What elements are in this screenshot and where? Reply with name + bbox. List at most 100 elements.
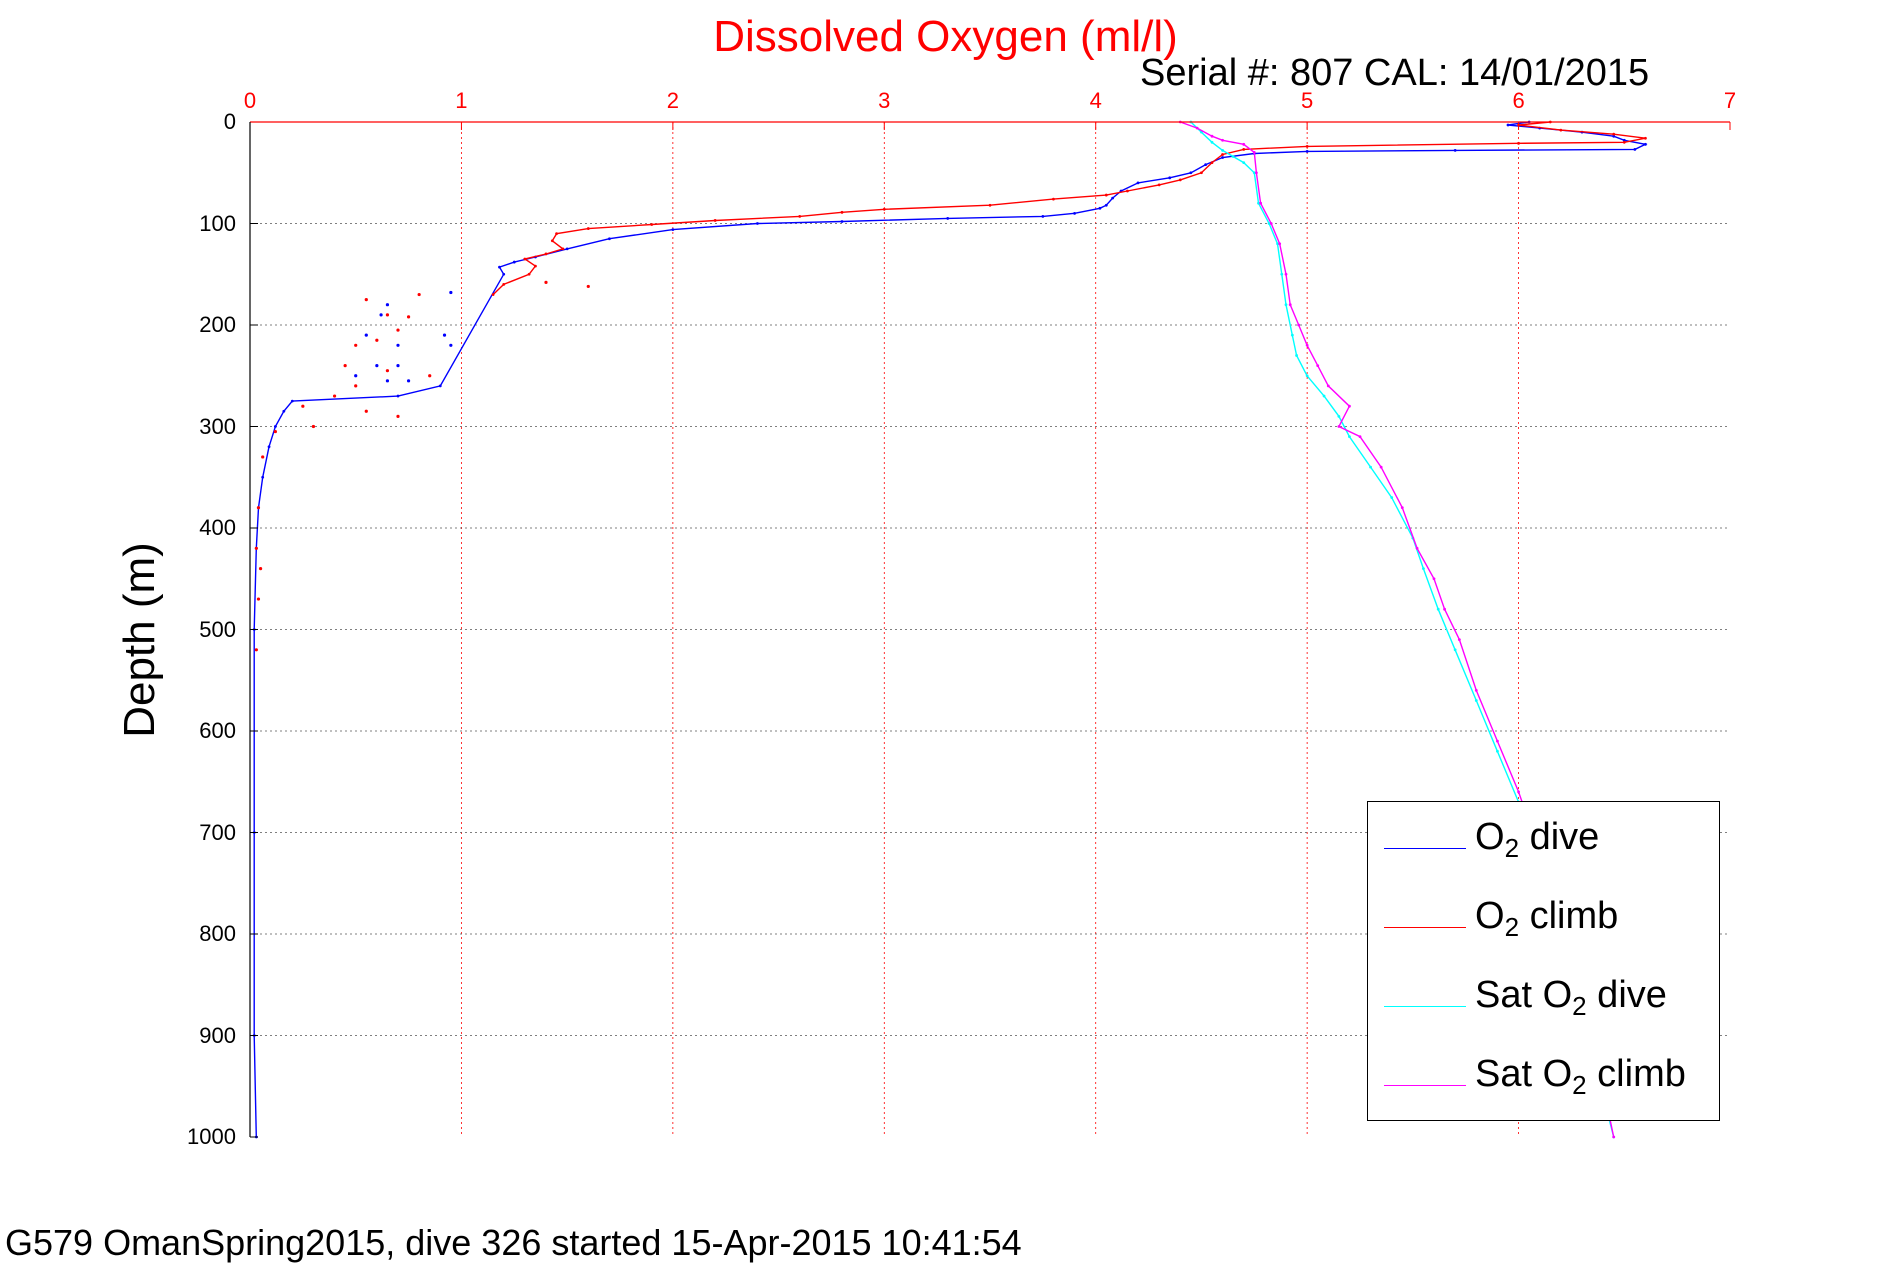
scatter-point (375, 338, 379, 342)
scatter-point (343, 364, 347, 368)
data-point (1284, 272, 1288, 276)
scatter-point (428, 374, 432, 378)
data-point (1041, 214, 1045, 218)
y-tick-label: 400 (199, 515, 236, 540)
x-tick-label: 2 (666, 88, 679, 113)
data-point (756, 222, 759, 225)
data-point (1496, 749, 1499, 753)
data-point (1612, 134, 1616, 138)
x-tick-label: 5 (1301, 88, 1314, 113)
data-point (840, 210, 844, 214)
series-o2-climb (254, 120, 1647, 652)
data-point (1052, 197, 1055, 201)
scatter-point (417, 292, 421, 297)
scatter-point (364, 333, 368, 337)
scatter-point (385, 369, 390, 373)
y-tick-label: 500 (199, 616, 236, 642)
data-point (267, 445, 271, 449)
scatter-point (254, 546, 258, 550)
data-point (1189, 171, 1193, 175)
data-point (1474, 689, 1478, 692)
scatter-point (354, 343, 358, 347)
y-tick-label: 200 (199, 312, 236, 337)
data-point (502, 283, 506, 286)
data-point (1379, 465, 1383, 469)
data-point (512, 260, 516, 264)
data-point (261, 475, 265, 479)
data-point (988, 203, 992, 207)
data-point (502, 272, 506, 276)
data-point (1136, 181, 1140, 185)
data-point (396, 394, 400, 398)
data-point (1506, 123, 1510, 127)
data-point (840, 220, 844, 223)
data-point (1252, 151, 1256, 154)
data-point (1242, 142, 1246, 146)
data-point (1422, 567, 1425, 570)
series-o2-dive (252, 120, 1648, 1139)
data-point (1073, 211, 1076, 215)
legend-label-o2-climb: O2 climb (1475, 895, 1619, 942)
data-point (1348, 435, 1351, 439)
scatter-point (354, 384, 358, 388)
data-point (1612, 132, 1616, 136)
scatter-point (301, 404, 305, 408)
scatter-point (406, 379, 411, 383)
data-point (1436, 607, 1440, 611)
axes (249, 121, 1731, 1138)
data-point (1111, 196, 1115, 200)
scatter-point (256, 506, 261, 510)
data-point (1221, 138, 1224, 142)
x-tick-label: 6 (1512, 88, 1525, 113)
data-point (1559, 128, 1563, 132)
data-point (1210, 140, 1214, 144)
chart-subtitle: Serial #: 807 CAL: 14/01/2015 (1140, 52, 1650, 94)
scatter-point (364, 409, 368, 413)
scatter-point (385, 313, 390, 317)
series-layer (252, 120, 1648, 1139)
scatter-point (258, 567, 263, 571)
legend-swatch-sat-o2-dive (1384, 1006, 1466, 1007)
legend-swatch-sat-o2-climb (1384, 1085, 1466, 1086)
x-tick-label: 1 (455, 88, 468, 113)
data-point (1255, 171, 1258, 175)
scatter-point (261, 455, 265, 459)
legend-label-sat-o2-dive: Sat O2 dive (1475, 974, 1667, 1021)
series-line-sat-o2-dive (1190, 121, 1615, 1138)
legend-swatch-o2-climb (1384, 927, 1466, 928)
y-tick-label: 900 (199, 1022, 236, 1048)
data-point (1305, 144, 1309, 148)
data-point (1204, 163, 1208, 167)
data-point (650, 223, 654, 226)
data-point (1290, 333, 1294, 337)
data-point (1280, 272, 1284, 276)
data-point (1267, 222, 1271, 225)
legend: O2 dive O2 climb Sat O2 dive Sat O2 clim… (1367, 801, 1720, 1121)
data-point (608, 237, 611, 241)
data-point (1295, 354, 1298, 357)
data-point (1210, 134, 1214, 138)
data-point (798, 214, 802, 218)
data-point (1358, 435, 1362, 439)
scatter-point (385, 303, 390, 307)
scatter-point (273, 429, 277, 434)
data-point (1104, 203, 1108, 207)
y-tick-label: 0 (223, 109, 236, 134)
data-point (491, 293, 495, 296)
data-point (1221, 156, 1224, 159)
y-tick-label: 600 (199, 718, 236, 743)
data-point (1259, 201, 1263, 205)
data-point (1104, 193, 1108, 197)
scatter-point (332, 394, 337, 398)
x-tick-label: 3 (878, 88, 891, 113)
data-point (1348, 404, 1351, 408)
data-point (1496, 739, 1499, 743)
data-point (1622, 140, 1626, 144)
scatter-point (364, 298, 368, 302)
data-point (1443, 607, 1446, 611)
data-point (1612, 1135, 1616, 1139)
data-point (1297, 323, 1301, 327)
scatter-point (449, 290, 453, 295)
data-point (586, 227, 590, 230)
